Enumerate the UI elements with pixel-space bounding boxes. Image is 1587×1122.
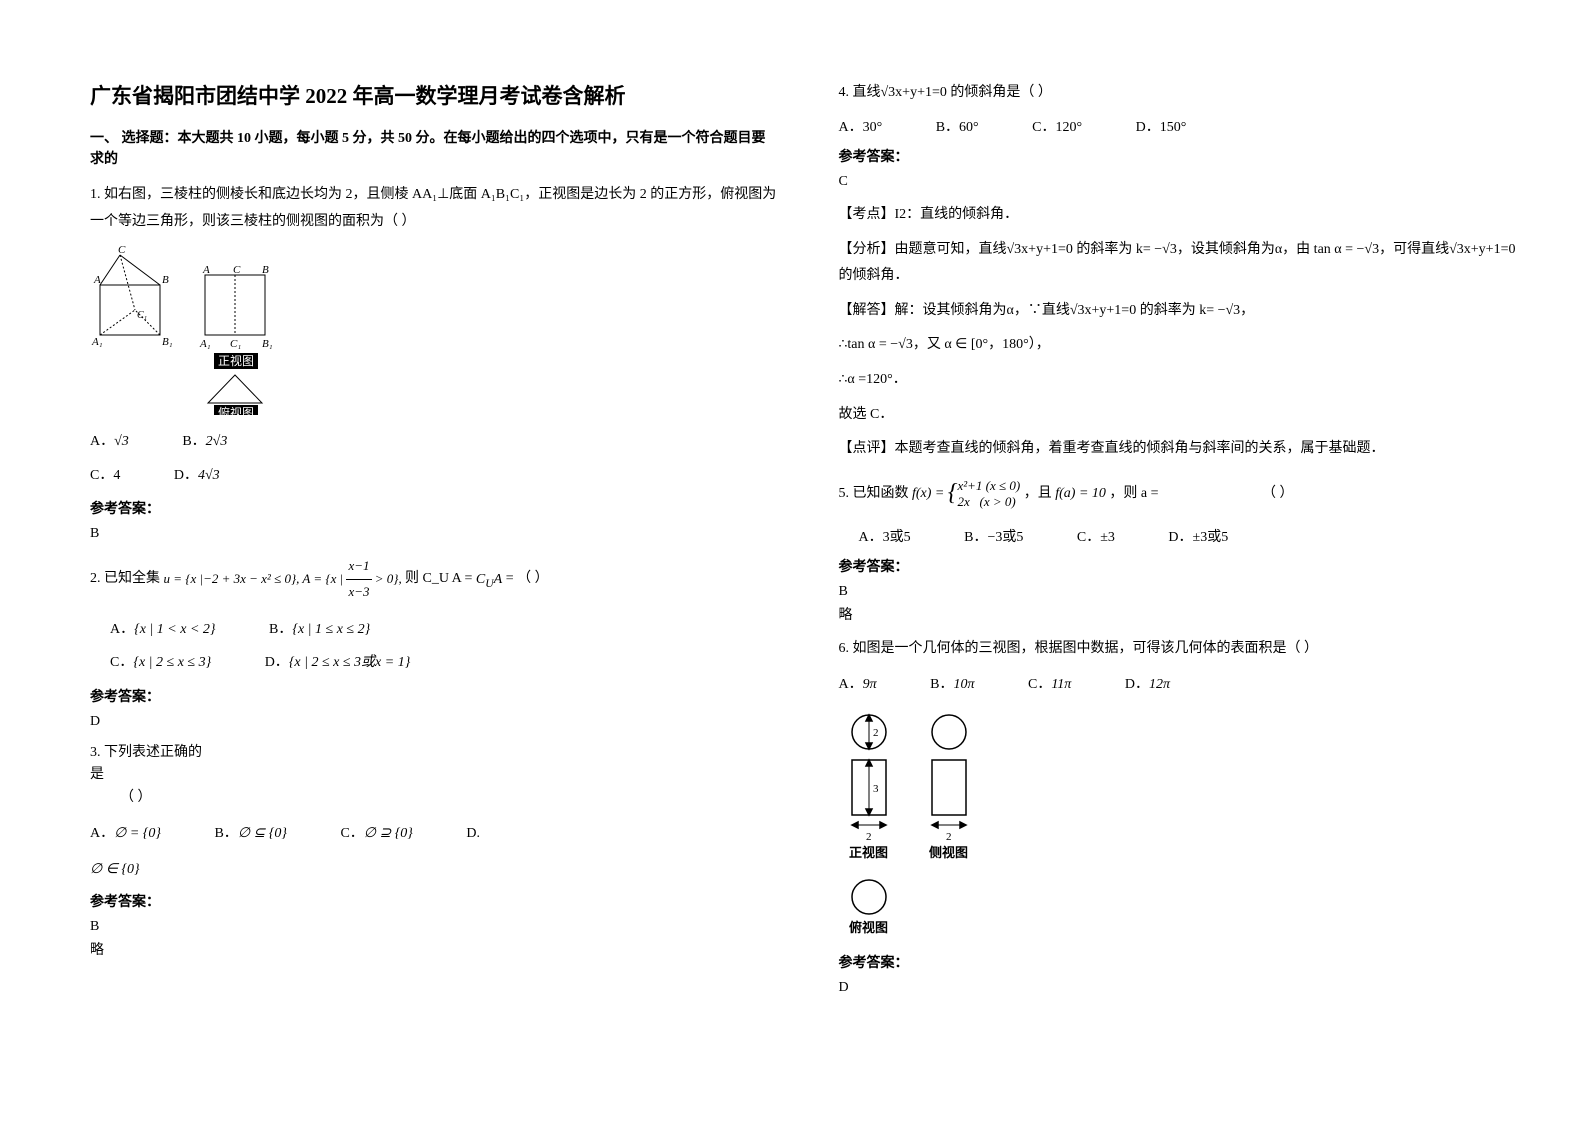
svg-text:A: A — [93, 274, 101, 286]
q3-note: 略 — [90, 939, 779, 959]
svg-text:侧视图: 侧视图 — [929, 845, 968, 860]
q1-answer: B — [90, 526, 779, 542]
q1-answer-label: 参考答案： — [90, 498, 779, 518]
section-header: 一、 选择题：本大题共 10 小题，每小题 5 分，共 50 分。在每小题给出的… — [90, 128, 779, 170]
q6-options: A．9π B．10π C．11π D．12π — [839, 670, 1518, 701]
q4-jieda1: 【解答】解：设其倾斜角为α，∵直线√3x+y+1=0 的斜率为 k= −√3， — [839, 298, 1518, 325]
q6-answer: D — [839, 980, 1518, 996]
q6-answer-label: 参考答案： — [839, 952, 1518, 972]
svg-text:俯视图: 俯视图 — [218, 405, 254, 415]
q3-answer-label: 参考答案： — [90, 891, 779, 911]
svg-text:2: 2 — [946, 831, 952, 843]
q5-answer-label: 参考答案： — [839, 556, 1518, 576]
svg-text:B: B — [162, 274, 169, 286]
q4-jieda3: ∴α =120°． — [839, 367, 1518, 394]
svg-text:2: 2 — [866, 831, 872, 843]
q2-text: 2. 已知全集 u = {x |−2 + 3x − x² ≤ 0}, A = {… — [90, 554, 779, 604]
q4-dianping: 【点评】本题考查直线的倾斜角，着重考查直线的倾斜角与斜率间的关系，属于基础题． — [839, 436, 1518, 463]
q4-answer: C — [839, 174, 1518, 190]
svg-text:3: 3 — [873, 783, 879, 795]
svg-text:C₁: C₁ — [137, 310, 147, 321]
q4-fenxi: 【分析】由题意可知，直线√3x+y+1=0 的斜率为 k= −√3，设其倾斜角为… — [839, 237, 1518, 290]
q5-text: 5. 已知函数 f(x) = {x²+1 (x ≤ 0)2x (x > 0) ，… — [839, 471, 1518, 517]
q1-text: 1. 如右图，三棱柱的侧棱长和底边长均为 2，且侧棱 AA₁⊥底面 A₁B₁C₁… — [90, 182, 779, 235]
svg-text:C₁: C₁ — [230, 338, 241, 350]
q3-option-d: ∅ ∈ {0} — [90, 857, 779, 884]
svg-text:正视图: 正视图 — [218, 353, 254, 368]
svg-text:俯视图: 俯视图 — [849, 920, 888, 935]
svg-text:A: A — [202, 264, 210, 276]
q2-answer: D — [90, 714, 779, 730]
q6-text: 6. 如图是一个几何体的三视图，根据图中数据，可得该几何体的表面积是（ ） — [839, 636, 1518, 663]
svg-text:正视图: 正视图 — [849, 845, 888, 860]
q4-answer-label: 参考答案： — [839, 146, 1518, 166]
q5-answer: B — [839, 584, 1518, 600]
q5-note: 略 — [839, 604, 1518, 624]
q4-jieda4: 故选 C． — [839, 402, 1518, 429]
svg-text:B₁: B₁ — [262, 338, 273, 350]
q4-text: 4. 直线√3x+y+1=0 的倾斜角是（ ） — [839, 80, 1518, 107]
q4-jieda2: ∴tan α = −√3，又 α ∈ [0°，180°）， — [839, 332, 1518, 359]
q3-text: 3. 下列表述正确的 是 （ ） — [90, 742, 779, 809]
q5-options: A．3或5 B．−3或5 C．±3 D．±3或5 — [839, 524, 1518, 549]
svg-text:C: C — [118, 245, 126, 256]
q3-options: A．∅ = {0} B．∅ ⊆ {0} C．∅ ⊇ {0} D. — [90, 817, 779, 851]
q1-options: A．√3 B．2√3 C．4 D．4√3 — [90, 425, 779, 492]
svg-text:C: C — [233, 264, 241, 276]
q1-figure: C A B A₁ C₁ B₁ A C B A₁ C₁ B₁ 正视图 — [90, 245, 779, 415]
page-title: 广东省揭阳市团结中学 2022 年高一数学理月考试卷含解析 — [90, 80, 779, 110]
svg-text:A₁: A₁ — [91, 336, 103, 348]
svg-text:B₁: B₁ — [162, 336, 173, 348]
q4-options: A．30° B．60° C．120° D．150° — [839, 115, 1518, 140]
q4-kaodian: 【考点】I2：直线的倾斜角． — [839, 202, 1518, 229]
q3-answer: B — [90, 919, 779, 935]
svg-text:A₁: A₁ — [199, 338, 211, 350]
svg-text:2: 2 — [873, 727, 879, 739]
q2-options: A．{x | 1 < x < 2} B．{x | 1 ≤ x ≤ 2} C．{x… — [90, 613, 779, 680]
q2-answer-label: 参考答案： — [90, 686, 779, 706]
svg-text:B: B — [262, 264, 269, 276]
q6-figure: 2 3 2 2 正视图 侧视图 俯视图 — [839, 712, 1518, 942]
